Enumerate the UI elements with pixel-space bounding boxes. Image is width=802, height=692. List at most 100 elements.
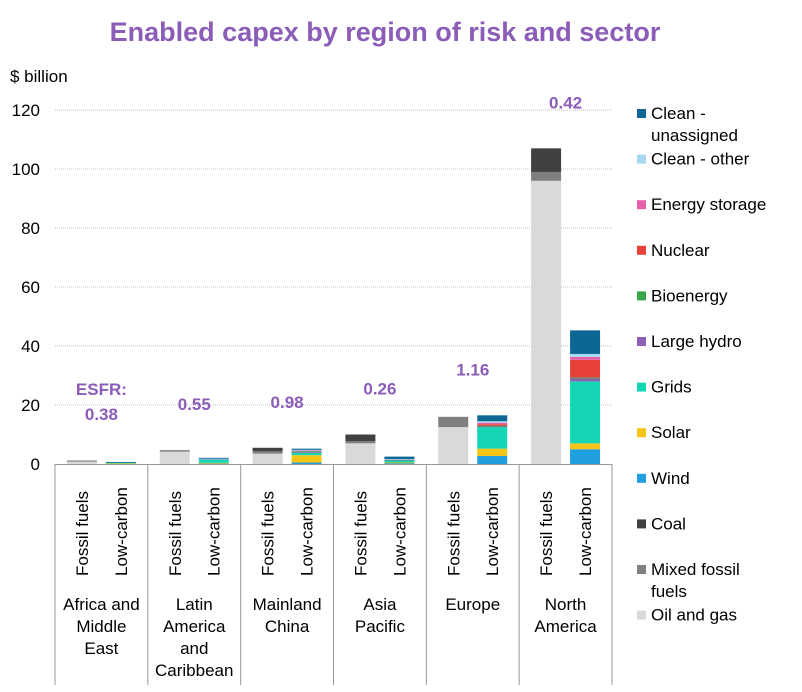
bar-segment bbox=[384, 456, 415, 459]
bar-type-label: Fossil fuels bbox=[351, 491, 370, 576]
bar-type-label: Low-carbon bbox=[483, 487, 502, 576]
bar-segment bbox=[477, 448, 508, 457]
bar-segment bbox=[531, 180, 562, 465]
bar-segment bbox=[384, 462, 415, 464]
bar-segment bbox=[477, 421, 508, 423]
bar-segment bbox=[105, 461, 136, 463]
bar-segment bbox=[477, 425, 508, 427]
region-label: Caribbean bbox=[155, 661, 233, 680]
legend-swatch bbox=[637, 565, 646, 574]
legend-swatch bbox=[637, 109, 646, 118]
bar-segment bbox=[477, 424, 508, 426]
bar-segment bbox=[105, 462, 136, 464]
legend-swatch bbox=[637, 245, 646, 255]
legend-swatch bbox=[637, 519, 646, 529]
bar-segment bbox=[66, 460, 97, 462]
legend-label: fuels bbox=[651, 582, 687, 601]
bar-type-label: Low-carbon bbox=[298, 487, 317, 576]
legend-label: unassigned bbox=[651, 126, 738, 145]
bar-segment bbox=[252, 447, 283, 452]
legend-label: Wind bbox=[651, 469, 690, 488]
legend-swatch bbox=[637, 291, 646, 301]
y-tick-label: 40 bbox=[21, 337, 40, 356]
esfr-value: 0.26 bbox=[363, 380, 396, 399]
bar-segment bbox=[198, 459, 229, 463]
y-axis-unit: $ billion bbox=[10, 67, 68, 86]
y-tick-label: 120 bbox=[12, 101, 40, 120]
bar-segment bbox=[477, 422, 508, 425]
bar-type-label: Low-carbon bbox=[112, 487, 131, 576]
legend-label: Oil and gas bbox=[651, 606, 737, 625]
legend-label: Bioenergy bbox=[651, 286, 728, 305]
bar-type-label: Low-carbon bbox=[576, 487, 595, 576]
region-label: Latin bbox=[176, 595, 213, 614]
bar-segment bbox=[345, 434, 376, 441]
bar-segment bbox=[477, 456, 508, 464]
bar-segment bbox=[252, 451, 283, 454]
y-tick-label: 0 bbox=[31, 455, 40, 474]
bar-segment bbox=[570, 449, 601, 464]
bar-segment bbox=[570, 356, 601, 360]
bar-segment bbox=[345, 443, 376, 464]
bar-segment bbox=[345, 440, 376, 444]
legend-label: Clean - bbox=[651, 104, 706, 123]
region-label: Asia bbox=[363, 595, 397, 614]
gridlines: 0 20 40 60 80 100 120 bbox=[12, 101, 612, 474]
bar-segment bbox=[291, 452, 322, 456]
bar-segment bbox=[570, 381, 601, 444]
legend-swatch bbox=[637, 473, 646, 483]
esfr-value: 0.98 bbox=[271, 393, 304, 412]
legend-swatch bbox=[637, 428, 646, 438]
legend: Clean - unassigned Clean - other Energy sto… bbox=[637, 104, 766, 625]
bar-segment bbox=[291, 450, 322, 452]
region-label: Africa and bbox=[63, 595, 140, 614]
y-tick-label: 60 bbox=[21, 278, 40, 297]
bar-segment bbox=[159, 451, 190, 464]
region-label: America bbox=[534, 617, 597, 636]
bar-segment bbox=[384, 463, 415, 464]
axis-labels: ESFR: 0.38 Fossil fuels Low-carbon Africa an… bbox=[63, 93, 597, 680]
legend-swatch bbox=[637, 610, 646, 620]
legend-label: Clean - other bbox=[651, 150, 750, 169]
esfr-value: 0.38 bbox=[85, 405, 118, 424]
esfr-label: ESFR: bbox=[76, 380, 127, 399]
legend-label: Grids bbox=[651, 378, 692, 397]
legend-swatch bbox=[637, 200, 646, 210]
legend-label: Nuclear bbox=[651, 241, 710, 260]
legend-label: Coal bbox=[651, 514, 686, 533]
esfr-value: 0.55 bbox=[178, 395, 211, 414]
bar-segment bbox=[570, 377, 601, 379]
bar-segment bbox=[291, 451, 322, 453]
region-label: Pacific bbox=[355, 617, 406, 636]
region-label: East bbox=[84, 639, 118, 658]
legend-swatch bbox=[637, 337, 646, 346]
bar-segment bbox=[291, 448, 322, 450]
bar-segment bbox=[291, 451, 322, 453]
bar-segment bbox=[570, 330, 601, 354]
bar-segment bbox=[531, 148, 562, 172]
bar-segment bbox=[159, 450, 190, 452]
legend-label: Energy storage bbox=[651, 195, 766, 214]
legend-swatch bbox=[637, 382, 646, 392]
chart-title: Enabled capex by region of risk and sect… bbox=[110, 17, 661, 47]
bar-segment bbox=[198, 463, 229, 465]
y-tick-label: 100 bbox=[12, 160, 40, 179]
bar-segment bbox=[570, 443, 601, 450]
bar-type-label: Low-carbon bbox=[390, 487, 409, 576]
bar-segment bbox=[291, 455, 322, 463]
bar-type-label: Fossil fuels bbox=[73, 491, 92, 576]
region-label: Middle bbox=[76, 617, 126, 636]
bar-segment bbox=[570, 378, 601, 382]
region-label: America bbox=[163, 617, 226, 636]
legend-label: Solar bbox=[651, 423, 691, 442]
region-label: China bbox=[265, 617, 310, 636]
legend-swatch bbox=[637, 154, 646, 164]
bar-segment bbox=[291, 462, 322, 464]
bar-segment bbox=[291, 449, 322, 451]
bar-segment bbox=[384, 460, 415, 463]
bar-segment bbox=[66, 461, 97, 464]
esfr-value: 0.42 bbox=[549, 93, 582, 112]
bar-segment bbox=[477, 427, 508, 449]
region-label: North bbox=[545, 595, 587, 614]
